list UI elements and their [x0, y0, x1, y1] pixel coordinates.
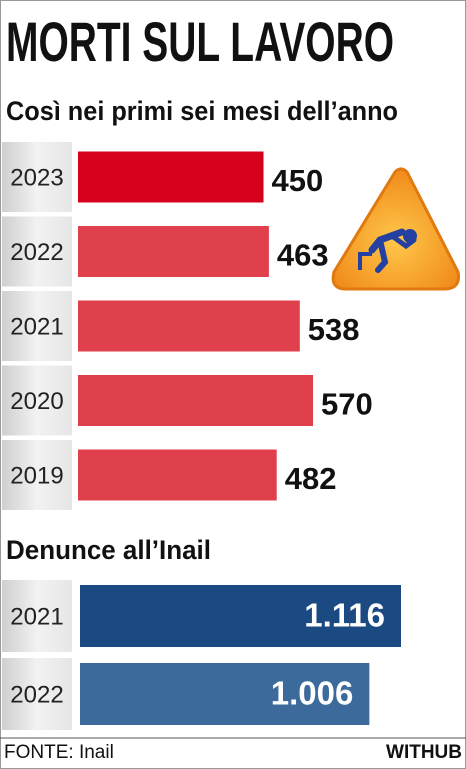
category-cell	[2, 580, 72, 652]
category-cell	[2, 142, 72, 212]
chart-title: Denunce all’Inail	[6, 535, 211, 565]
category-label: 2019	[10, 462, 63, 489]
category-cell	[2, 291, 72, 361]
value-label: 463	[277, 238, 329, 273]
category-label: 2022	[10, 681, 63, 708]
bar	[78, 226, 269, 277]
value-label: 482	[285, 461, 337, 496]
category-cell	[2, 440, 72, 510]
category-label: 2021	[10, 603, 63, 630]
category-cell	[2, 658, 72, 730]
bar	[78, 375, 313, 426]
bar	[78, 300, 300, 352]
bar	[80, 585, 401, 647]
category-cell	[2, 365, 72, 436]
chart-title: MORTI SUL LAVORO	[6, 10, 394, 73]
value-label: 538	[308, 312, 360, 347]
brand: WITHUB	[386, 742, 462, 763]
source-note: FONTE: Inail	[4, 742, 114, 763]
category-label: 2021	[10, 313, 63, 340]
bar	[78, 151, 264, 203]
chart-subtitle: Così nei primi sei mesi dell’anno	[6, 96, 398, 126]
value-label: 450	[272, 163, 324, 198]
category-cell	[2, 216, 72, 287]
warning-icon	[331, 167, 460, 291]
bar	[78, 449, 277, 501]
value-label: 570	[321, 387, 373, 422]
category-label: 2020	[10, 388, 63, 415]
category-label: 2023	[10, 164, 63, 191]
value-label: 1.116	[304, 597, 385, 634]
category-label: 2022	[10, 239, 63, 266]
value-label: 1.006	[271, 675, 354, 712]
bar	[80, 663, 370, 725]
